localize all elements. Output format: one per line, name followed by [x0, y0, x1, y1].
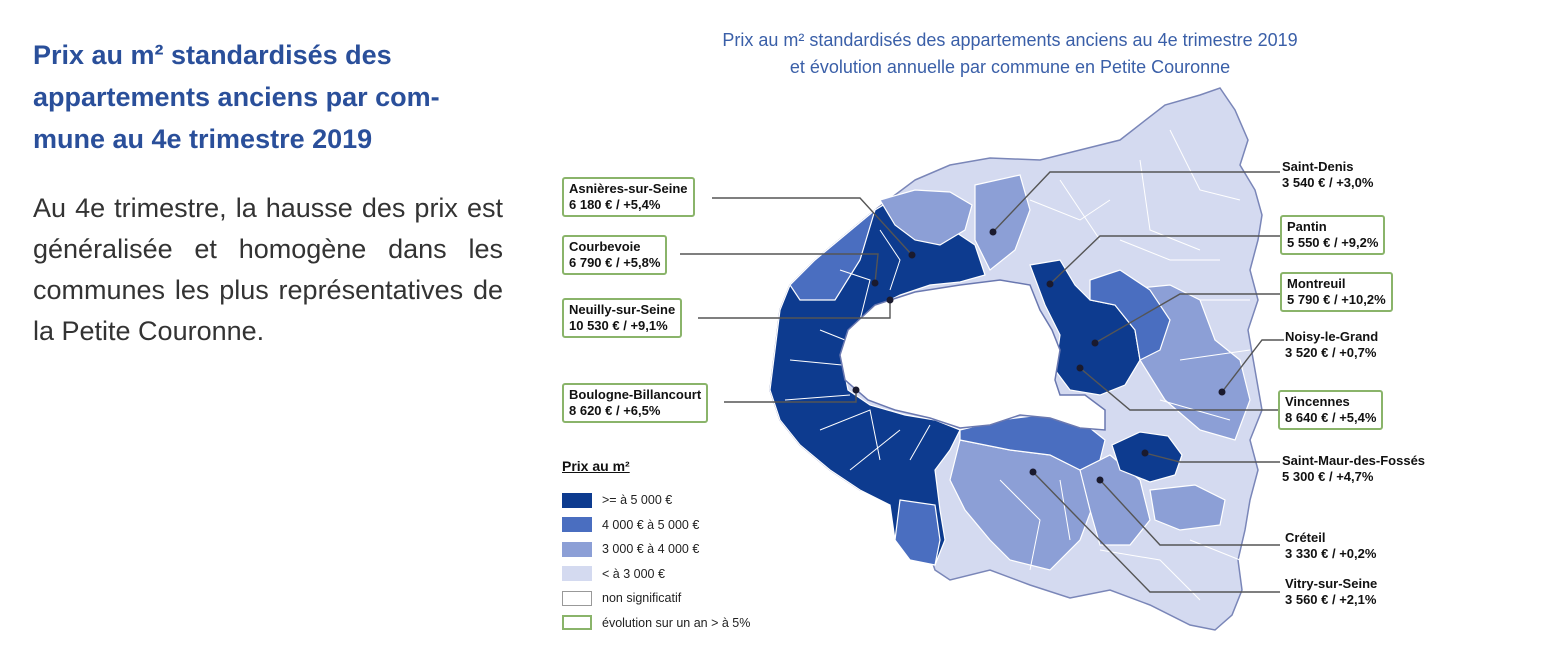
- zone-gennevilliers-medium: [879, 189, 973, 246]
- callout-name: Pantin: [1287, 219, 1327, 234]
- legend-swatch-none: [562, 590, 592, 606]
- callout-value: 3 520 € / +0,7%: [1285, 345, 1377, 360]
- callout-name: Saint-Denis: [1282, 159, 1354, 174]
- map-title-line-2: et évolution annuelle par commune en Pet…: [789, 57, 1231, 77]
- zone-saint-maur-dark: [1111, 431, 1183, 483]
- paris-area: [839, 279, 1106, 431]
- legend-label: 4 000 € à 5 000 €: [602, 517, 700, 532]
- legend-label: < à 3 000 €: [602, 566, 665, 581]
- callout-saint-maur: Saint-Maur-des-Fossés 5 300 € / +4,7%: [1282, 453, 1425, 485]
- callout-name: Vitry-sur-Seine: [1285, 576, 1378, 591]
- page-heading: Prix au m² standardisés des appartements…: [33, 34, 517, 160]
- zone-southeast-medium: [959, 414, 1106, 471]
- legend-swatch-light: [562, 541, 592, 557]
- legend-swatch-medium: [562, 517, 592, 533]
- legend-swatch-evolution: [562, 615, 592, 631]
- legend-label: 3 000 € à 4 000 €: [602, 542, 700, 557]
- legend-title: Prix au m²: [562, 458, 630, 474]
- legend-item: non significatif: [562, 586, 750, 611]
- callout-value: 3 330 € / +0,2%: [1285, 546, 1377, 561]
- legend-swatch-dark: [562, 492, 592, 508]
- callout-value: 5 300 € / +4,7%: [1282, 469, 1374, 484]
- callout-courbevoie: Courbevoie 6 790 € / +5,8%: [562, 235, 668, 275]
- callout-value: 6 790 € / +5,8%: [569, 255, 661, 270]
- legend-label: évolution sur un an > à 5%: [602, 615, 751, 630]
- callout-montreuil: Montreuil 5 790 € / +10,2%: [1280, 272, 1393, 312]
- callout-value: 8 640 € / +5,4%: [1285, 410, 1377, 425]
- callout-value: 10 530 € / +9,1%: [569, 318, 668, 333]
- callout-noisy-le-grand: Noisy-le-Grand 3 520 € / +0,7%: [1285, 329, 1378, 361]
- legend-label: >= à 5 000 €: [602, 493, 673, 508]
- callout-neuilly: Neuilly-sur-Seine 10 530 € / +9,1%: [562, 298, 683, 338]
- callout-asnieres: Asnières-sur-Seine 6 180 € / +5,4%: [562, 177, 695, 217]
- heading-line-3: mune au 4e trimestre 2019: [33, 124, 373, 154]
- callout-name: Boulogne-Billancourt: [569, 387, 702, 402]
- leader-lines: [680, 171, 1284, 593]
- callout-name: Courbevoie: [569, 239, 641, 254]
- map-title-line-1: Prix au m² standardisés des appartements…: [722, 30, 1298, 50]
- heading-line-1: Prix au m² standardisés des: [33, 40, 392, 70]
- legend-item: 3 000 € à 4 000 €: [562, 537, 750, 562]
- legend-item: < à 3 000 €: [562, 562, 750, 587]
- callout-value: 5 550 € / +9,2%: [1287, 235, 1379, 250]
- zone-boissy-light: [1149, 484, 1226, 531]
- legend-label: non significatif: [602, 591, 682, 606]
- callout-name: Saint-Maur-des-Fossés: [1282, 453, 1426, 468]
- callout-name: Vincennes: [1285, 394, 1350, 409]
- heading-line-2: appartements anciens par com-: [33, 82, 440, 112]
- commune-markers: [852, 228, 1226, 484]
- zone-south-west-medium: [894, 499, 941, 566]
- callout-name: Montreuil: [1287, 276, 1346, 291]
- zone-west-medium: [789, 208, 877, 301]
- zone-east-medium: [1089, 269, 1171, 361]
- callout-name: Asnières-sur-Seine: [569, 181, 688, 196]
- callout-boulogne: Boulogne-Billancourt 8 620 € / +6,5%: [562, 383, 709, 423]
- callout-name: Créteil: [1285, 530, 1326, 545]
- legend-item: >= à 5 000 €: [562, 488, 750, 513]
- legend-swatch-pale: [562, 566, 592, 582]
- callout-vitry: Vitry-sur-Seine 3 560 € / +2,1%: [1285, 576, 1377, 608]
- commune-boundaries: [784, 129, 1251, 601]
- callout-creteil: Créteil 3 330 € / +0,2%: [1285, 530, 1376, 562]
- callout-saint-denis: Saint-Denis 3 540 € / +3,0%: [1282, 159, 1373, 191]
- legend-item: 4 000 € à 5 000 €: [562, 513, 750, 538]
- callout-value: 3 540 € / +3,0%: [1282, 175, 1374, 190]
- legend-item: évolution sur un an > à 5%: [562, 611, 750, 636]
- callout-pantin: Pantin 5 550 € / +9,2%: [1280, 215, 1386, 255]
- body-paragraph: Au 4e trimestre, la hausse des prix est …: [33, 193, 503, 346]
- callout-name: Neuilly-sur-Seine: [569, 302, 676, 317]
- map-legend: Prix au m² >= à 5 000 € 4 000 € à 5 000 …: [562, 458, 750, 635]
- callout-value: 6 180 € / +5,4%: [569, 197, 661, 212]
- callout-value: 5 790 € / +10,2%: [1287, 292, 1386, 307]
- callout-value: 8 620 € / +6,5%: [569, 403, 661, 418]
- zone-southeast-light: [1079, 454, 1151, 546]
- map-title: Prix au m² standardisés des appartements…: [650, 27, 1370, 81]
- callout-vincennes: Vincennes 8 640 € / +5,4%: [1278, 390, 1384, 430]
- callout-value: 3 560 € / +2,1%: [1285, 592, 1377, 607]
- callout-name: Noisy-le-Grand: [1285, 329, 1379, 344]
